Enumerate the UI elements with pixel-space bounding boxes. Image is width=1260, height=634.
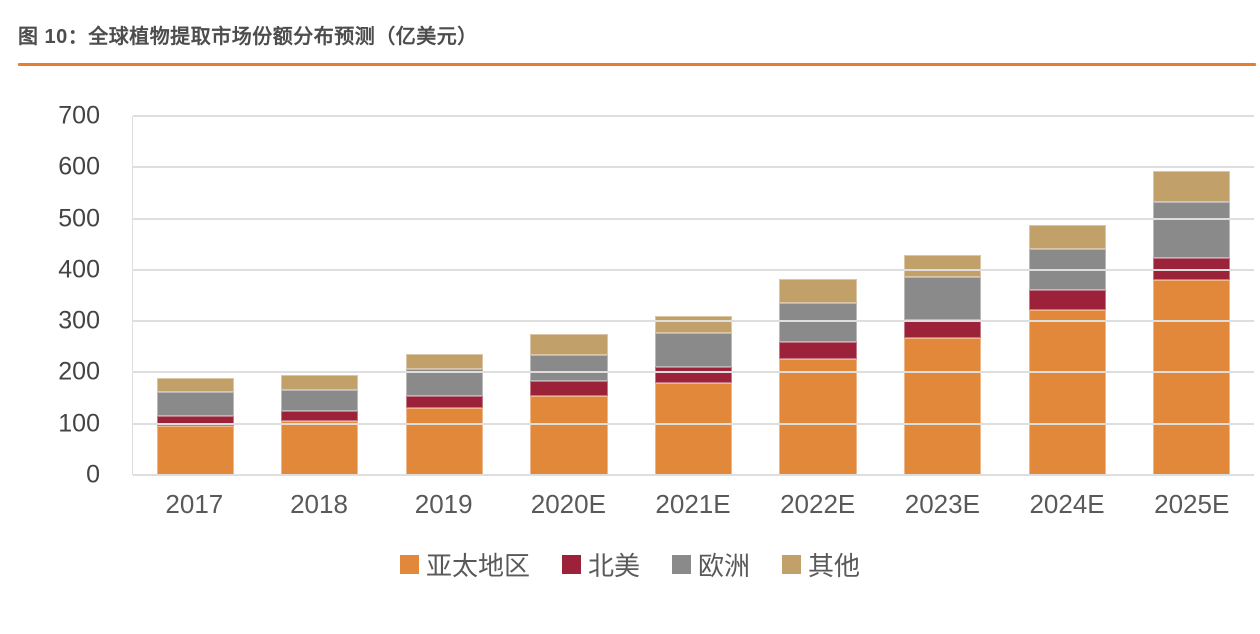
segment-north-america	[654, 366, 733, 383]
gridline-400	[133, 268, 1254, 271]
x-tick-label: 2024E	[1029, 489, 1105, 519]
y-tick-label: 0	[86, 460, 100, 489]
legend: 亚太地区 北美 欧洲 其他	[0, 546, 1260, 583]
segment-europe	[779, 302, 857, 342]
x-tick-label: 2025E	[1154, 489, 1230, 519]
segment-asia-pacific	[1028, 309, 1106, 475]
gridline-700	[133, 115, 1254, 117]
bar-column-2022E	[756, 116, 881, 475]
bar-stack-2020E	[530, 116, 608, 475]
bar-columns	[133, 116, 1254, 475]
title-rule	[18, 63, 1256, 66]
segment-other	[156, 377, 234, 392]
x-tick-label: 2019	[414, 489, 473, 519]
legend-label: 亚太地区	[425, 551, 530, 581]
legend-swatch-icon	[782, 555, 802, 574]
legend-label: 北美	[587, 551, 640, 581]
x-tick-label: 2022E	[780, 489, 856, 519]
bar-stack-2025E	[1153, 116, 1231, 475]
legend-item-europe: 欧洲	[672, 546, 750, 583]
bar-column-2019	[382, 116, 507, 475]
segment-asia-pacific	[904, 337, 982, 475]
stacked-bar-chart: 0 100 200 300 400 500 600 700 2017 2018 2019 2020E…	[0, 103, 1254, 520]
bar-stack-2019	[405, 116, 484, 475]
y-tick-label: 200	[58, 357, 100, 386]
bar-stack-2022E	[779, 116, 857, 475]
legend-swatch-icon	[672, 555, 691, 574]
segment-other	[654, 315, 733, 333]
legend-label: 其他	[808, 551, 861, 581]
segment-other	[904, 255, 982, 278]
gridline-500	[133, 217, 1254, 220]
gridline-300	[133, 320, 1254, 323]
segment-europe	[281, 390, 359, 411]
segment-north-america	[904, 320, 982, 338]
bar-column-2025E	[1130, 116, 1255, 475]
y-tick-label: 700	[58, 101, 100, 130]
segment-asia-pacific	[405, 408, 484, 475]
bar-stack-2017	[156, 116, 234, 475]
segment-europe	[904, 277, 982, 321]
legend-item-asia-pacific: 亚太地区	[399, 546, 530, 583]
segment-north-america	[530, 381, 608, 397]
gridline-0	[133, 474, 1254, 476]
y-tick-label: 600	[58, 152, 100, 181]
segment-asia-pacific	[156, 426, 234, 475]
legend-swatch-icon	[399, 555, 419, 574]
y-axis: 0 100 200 300 400 500 600 700	[0, 103, 104, 487]
segment-north-america	[1028, 290, 1106, 310]
segment-north-america	[1153, 257, 1231, 281]
legend-label: 欧洲	[698, 551, 751, 581]
bar-column-2020E	[507, 116, 632, 475]
bar-stack-2023E	[904, 116, 982, 475]
segment-north-america	[405, 395, 484, 409]
segment-other	[1153, 171, 1231, 203]
bar-stack-2018	[281, 116, 359, 475]
segment-europe	[530, 354, 608, 382]
x-axis: 2017 2018 2019 2020E 2021E 2022E 2023E 2024E 202…	[132, 489, 1254, 520]
bar-column-2017	[133, 116, 258, 475]
legend-item-north-america: 北美	[561, 546, 640, 583]
segment-other	[281, 374, 359, 391]
x-tick-label: 2017	[165, 489, 224, 519]
x-tick-label: 2018	[290, 489, 348, 519]
gridline-100	[133, 422, 1254, 425]
gridline-200	[133, 371, 1254, 374]
x-tick-label: 2023E	[904, 489, 980, 519]
bar-column-2018	[258, 116, 383, 475]
figure-title: 图 10：全球植物提取市场份额分布预测（亿美元）	[18, 26, 478, 48]
y-tick-label: 100	[58, 409, 100, 438]
x-tick-label: 2020E	[530, 489, 606, 519]
segment-asia-pacific	[530, 396, 608, 475]
segment-europe	[654, 332, 733, 367]
plot-area	[132, 115, 1254, 476]
bar-column-2021E	[631, 116, 756, 475]
y-tick-label: 500	[58, 204, 100, 233]
segment-other	[1028, 224, 1106, 249]
segment-asia-pacific	[779, 359, 857, 475]
y-tick-label: 300	[58, 306, 100, 335]
legend-swatch-icon	[561, 555, 581, 574]
segment-other	[405, 353, 484, 369]
segment-other	[530, 333, 608, 355]
segment-north-america	[779, 341, 857, 360]
bar-column-2023E	[880, 116, 1005, 475]
gridline-600	[133, 166, 1254, 169]
bar-column-2024E	[1005, 116, 1130, 475]
segment-asia-pacific	[1153, 280, 1231, 475]
segment-other	[779, 279, 857, 303]
bar-stack-2021E	[654, 116, 733, 475]
segment-north-america	[156, 415, 234, 427]
segment-europe	[1153, 202, 1231, 258]
bar-stack-2024E	[1028, 116, 1106, 475]
y-tick-label: 400	[58, 255, 100, 284]
x-tick-label: 2021E	[655, 489, 731, 519]
segment-asia-pacific	[281, 421, 359, 475]
segment-asia-pacific	[654, 382, 733, 475]
segment-north-america	[281, 410, 359, 422]
legend-item-other: 其他	[782, 546, 860, 583]
segment-europe	[156, 391, 234, 416]
